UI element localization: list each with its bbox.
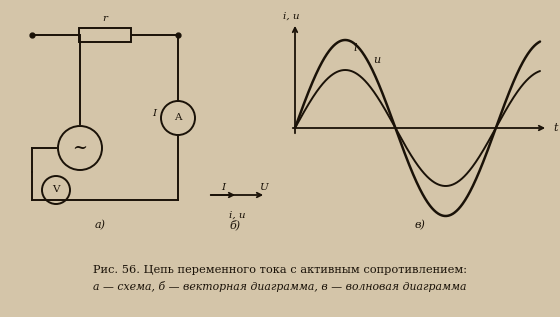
Circle shape — [58, 126, 102, 170]
Text: t: t — [553, 123, 558, 133]
Bar — [79, 28, 131, 42]
Text: Рис. 56. Цепь переменного тока с активным сопротивлением:: Рис. 56. Цепь переменного тока с активны… — [93, 265, 467, 275]
Text: I: I — [152, 108, 156, 118]
Text: A: A — [174, 113, 182, 122]
Text: i, u: i, u — [228, 210, 245, 219]
Text: ~: ~ — [72, 139, 87, 157]
Circle shape — [42, 176, 70, 204]
Text: V: V — [52, 185, 60, 195]
Text: в): в) — [414, 220, 426, 230]
Text: U: U — [259, 183, 267, 191]
Text: I: I — [221, 183, 225, 191]
Text: i, u: i, u — [283, 11, 299, 21]
Text: а): а) — [95, 220, 105, 230]
Circle shape — [161, 101, 195, 135]
Text: а — схема, б — векторная диаграмма, в — волновая диаграмма: а — схема, б — векторная диаграмма, в — … — [94, 281, 466, 292]
Text: r: r — [102, 14, 108, 23]
Text: i: i — [353, 43, 357, 53]
Text: u: u — [374, 55, 381, 65]
Text: б): б) — [230, 220, 241, 230]
